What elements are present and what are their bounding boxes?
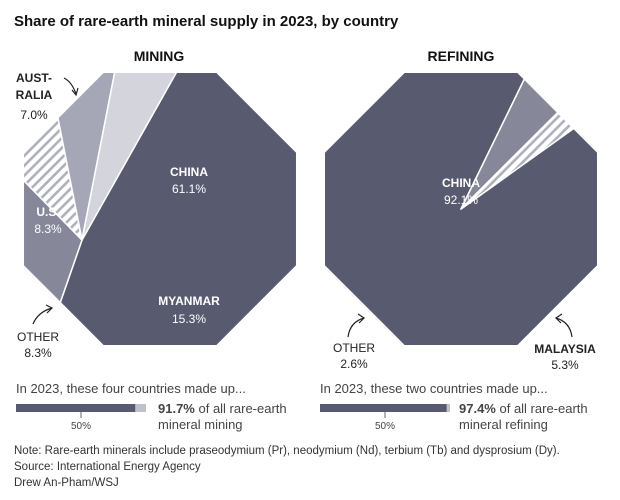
summary-text-mining: In 2023, these four countries made up... <box>16 381 246 396</box>
panel-title-mining: MINING <box>134 48 185 64</box>
summary-bar-refining-fill <box>320 404 447 412</box>
label-other-refining: OTHER <box>333 341 375 355</box>
value-other-mining: 8.3% <box>24 346 52 360</box>
footer-source: Source: International Energy Agency <box>14 461 201 473</box>
summary-value-refining: 97.4% of all rare-earth <box>459 401 588 416</box>
label-china-mining: CHINA <box>170 165 208 179</box>
refining-octagon <box>323 71 599 347</box>
value-australia: 7.0% <box>20 108 48 122</box>
summary-value-mining: 91.7% of all rare-earth <box>158 401 287 416</box>
other-mining-arrow-head <box>45 304 54 314</box>
australia-arrow-head <box>71 87 79 97</box>
label-malaysia: MALAYSIA <box>534 342 596 356</box>
label-australia-line1: AUST- <box>16 71 52 85</box>
label-us: U.S. <box>36 205 59 219</box>
value-malaysia: 5.3% <box>551 358 579 372</box>
value-china-refining: 92.1% <box>444 193 478 207</box>
summary-value-mining-rest: of all rare-earth <box>195 401 287 416</box>
slice-other-refining <box>460 111 575 210</box>
label-myanmar: MYANMAR <box>158 294 220 308</box>
panel-title-refining: REFINING <box>428 48 495 64</box>
summary-value-mining-number: 91.7% <box>158 401 195 416</box>
label-china-refining: CHINA <box>442 176 480 190</box>
summary-tick-label-mining: 50% <box>71 421 91 432</box>
label-other-mining: OTHER <box>17 330 59 344</box>
value-us: 8.3% <box>34 222 62 236</box>
label-australia-line2: RALIA <box>16 88 53 102</box>
summary-text-refining: In 2023, these two countries made up... <box>320 381 548 396</box>
value-myanmar: 15.3% <box>172 312 206 326</box>
slice-china-mining <box>59 71 298 347</box>
summary-tick-label-refining: 50% <box>375 421 395 432</box>
summary-bar-mining-fill <box>16 404 136 412</box>
australia-arrow <box>63 77 77 95</box>
summary-value-refining-line2: mineral refining <box>459 417 548 432</box>
summary-value-refining-rest: of all rare-earth <box>496 401 588 416</box>
summary-value-mining-line2: mineral mining <box>158 417 243 432</box>
summary-value-refining-number: 97.4% <box>459 401 496 416</box>
value-other-refining: 2.6% <box>340 357 368 371</box>
malaysia-arrow-head <box>555 313 563 324</box>
mining-octagon <box>22 71 298 347</box>
value-china-mining: 61.1% <box>172 182 206 196</box>
footer-credit: Drew An-Pham/WSJ <box>14 477 119 489</box>
other-mining-arrow <box>32 307 53 325</box>
other-refining-arrow <box>347 317 365 338</box>
slice-australia <box>81 71 178 241</box>
chart-title: Share of rare-earth mineral supply in 20… <box>14 13 399 30</box>
other-refining-arrow-head <box>357 313 365 324</box>
footer-note: Note: Rare-earth minerals include praseo… <box>14 445 560 457</box>
malaysia-arrow <box>555 317 573 338</box>
